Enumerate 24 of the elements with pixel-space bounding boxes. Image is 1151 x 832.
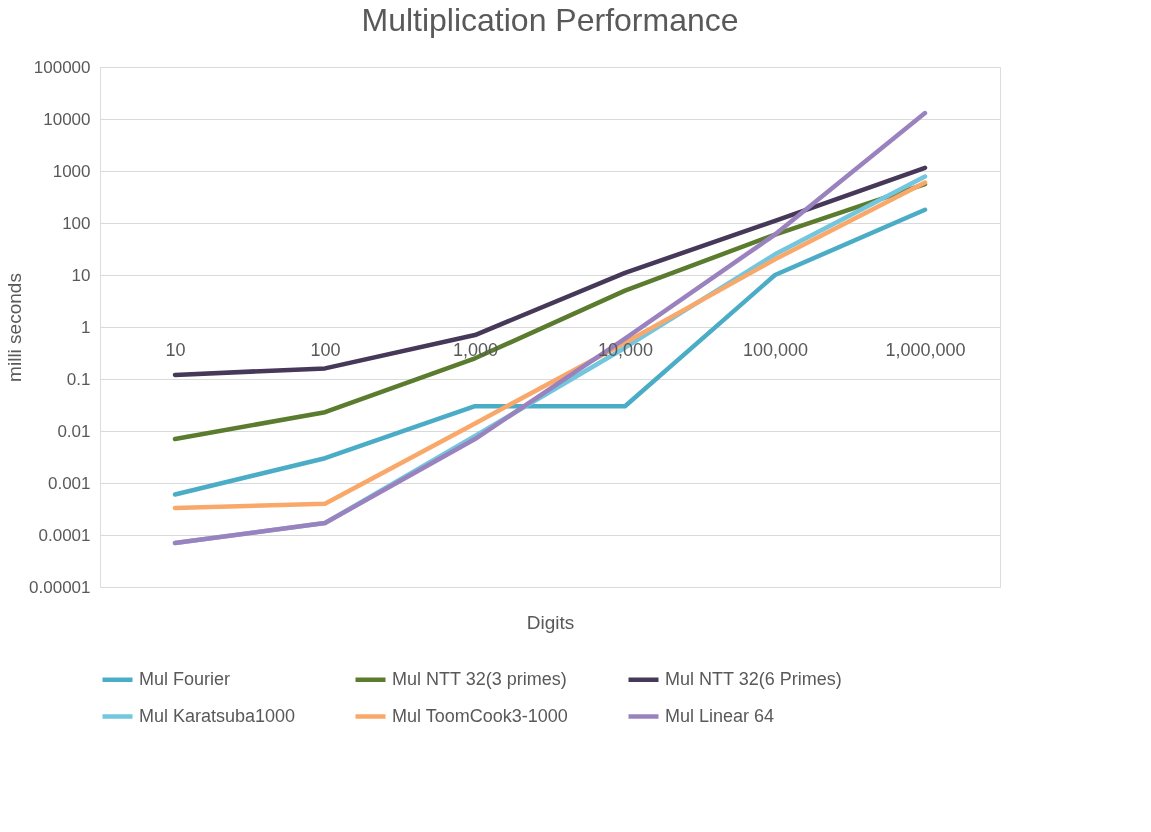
y-tick-label: 0.1 (66, 369, 91, 389)
y-tick-label: 0.01 (57, 421, 91, 441)
y-tick-label: 10 (71, 265, 91, 285)
x-axis-title: Digits (526, 611, 575, 633)
y-tick-label: 1000 (52, 161, 91, 181)
legend-label: Mul Fourier (139, 668, 231, 689)
x-tick-label: 1,000,000 (885, 339, 966, 360)
legend-label: Mul Linear 64 (665, 705, 775, 726)
y-axis-title: milli seconds (4, 273, 26, 382)
y-tick-label: 0.00001 (29, 577, 91, 597)
x-tick-label: 100,000 (742, 339, 809, 360)
x-tick-label: 10 (165, 339, 186, 360)
y-tick-label: 100 (62, 213, 91, 233)
y-tick-label: 10000 (43, 109, 91, 129)
legend-label: Mul NTT 32(3 primes) (392, 668, 567, 689)
legend-label: Mul ToomCook3-1000 (392, 705, 568, 726)
x-tick-label: 100 (310, 339, 341, 360)
y-tick-label: 100000 (33, 57, 91, 77)
y-tick-label: 0.0001 (38, 525, 91, 545)
y-tick-label: 1 (81, 317, 91, 337)
legend-label: Mul NTT 32(6 Primes) (665, 668, 842, 689)
legend-label: Mul Karatsuba1000 (139, 705, 296, 726)
chart-title: Multiplication Performance (361, 2, 739, 38)
y-tick-label: 0.001 (47, 473, 91, 493)
